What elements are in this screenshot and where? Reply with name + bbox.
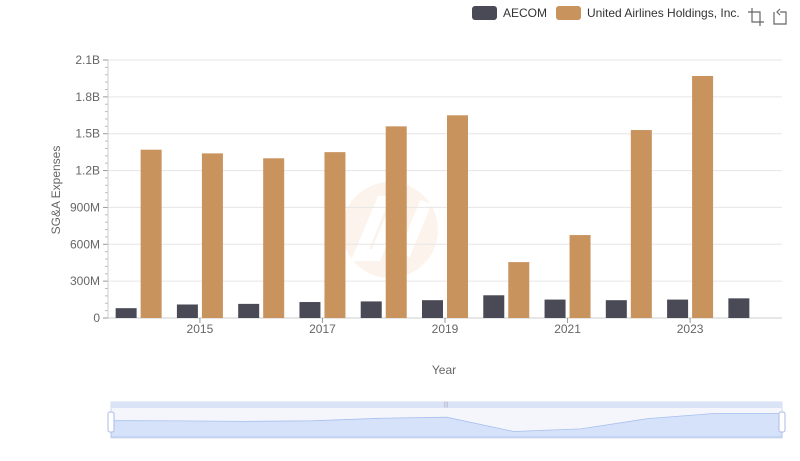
slider-grip-icon: ||| bbox=[444, 402, 449, 408]
bar-aecom-2019[interactable] bbox=[422, 300, 443, 318]
zoom-reset-icon[interactable] bbox=[773, 8, 787, 25]
y-tick-label: 1.8B bbox=[75, 90, 100, 104]
bar-united-airlines-2017[interactable] bbox=[324, 152, 346, 318]
y-tick-label: 1.2B bbox=[75, 164, 100, 178]
bar-aecom-2023[interactable] bbox=[667, 299, 689, 318]
y-axis: 0 300M 600M 900M 1.2B 1.5B 1.8B 2.1B bbox=[70, 53, 109, 325]
bar-aecom-2015[interactable] bbox=[176, 304, 198, 318]
bar-aecom-2021[interactable] bbox=[544, 299, 566, 318]
bar-united-airlines-2021[interactable] bbox=[569, 235, 591, 318]
legend-swatch[interactable] bbox=[556, 6, 581, 20]
slider-left-handle[interactable] bbox=[107, 411, 115, 433]
legend-swatch[interactable] bbox=[472, 6, 497, 20]
zoom-select-icon[interactable] bbox=[748, 8, 764, 26]
x-tick-label: 2015 bbox=[187, 322, 214, 336]
y-axis-label: SG&A Expenses bbox=[49, 146, 63, 235]
bar-aecom-2016[interactable] bbox=[238, 303, 260, 318]
bars bbox=[115, 75, 750, 319]
y-tick-label: 600M bbox=[70, 237, 100, 251]
y-tick-label: 1.5B bbox=[75, 127, 100, 141]
bar-aecom-2022[interactable] bbox=[605, 300, 627, 318]
bar-united-airlines-2023[interactable] bbox=[692, 75, 714, 318]
data-zoom-slider[interactable]: ||| bbox=[107, 401, 786, 439]
legend: AECOM United Airlines Holdings, Inc. bbox=[472, 6, 740, 20]
legend-label[interactable]: AECOM bbox=[503, 6, 547, 20]
y-tick-label: 300M bbox=[70, 274, 100, 288]
slider-top-bar[interactable] bbox=[111, 402, 782, 408]
bar-aecom-2014[interactable] bbox=[115, 308, 137, 318]
legend-label[interactable]: United Airlines Holdings, Inc. bbox=[587, 6, 740, 20]
bar-united-airlines-2019[interactable] bbox=[447, 115, 468, 319]
slider-right-handle[interactable] bbox=[778, 411, 786, 433]
x-axis: 2015 2017 2019 2021 2023 bbox=[108, 317, 782, 336]
x-tick-label: 2019 bbox=[432, 322, 459, 336]
slider-overview-area bbox=[110, 413, 783, 438]
bar-aecom-2024[interactable] bbox=[728, 298, 750, 318]
x-tick-label: 2021 bbox=[554, 322, 581, 336]
x-tick-label: 2017 bbox=[309, 322, 336, 336]
y-tick-label: 0 bbox=[93, 311, 100, 325]
x-axis-label: Year bbox=[432, 363, 456, 377]
bar-united-airlines-2014[interactable] bbox=[140, 149, 162, 318]
bar-aecom-2018[interactable] bbox=[360, 301, 382, 318]
bar-united-airlines-2016[interactable] bbox=[263, 158, 285, 318]
y-tick-label: 900M bbox=[70, 200, 100, 214]
bar-united-airlines-2020[interactable] bbox=[508, 262, 530, 318]
bar-united-airlines-2015[interactable] bbox=[201, 153, 223, 318]
bar-aecom-2017[interactable] bbox=[299, 302, 321, 318]
bar-aecom-2020[interactable] bbox=[483, 295, 505, 318]
bar-united-airlines-2018[interactable] bbox=[385, 126, 407, 318]
bar-united-airlines-2022[interactable] bbox=[630, 130, 652, 318]
y-tick-label: 2.1B bbox=[75, 53, 100, 67]
x-tick-label: 2023 bbox=[677, 322, 704, 336]
